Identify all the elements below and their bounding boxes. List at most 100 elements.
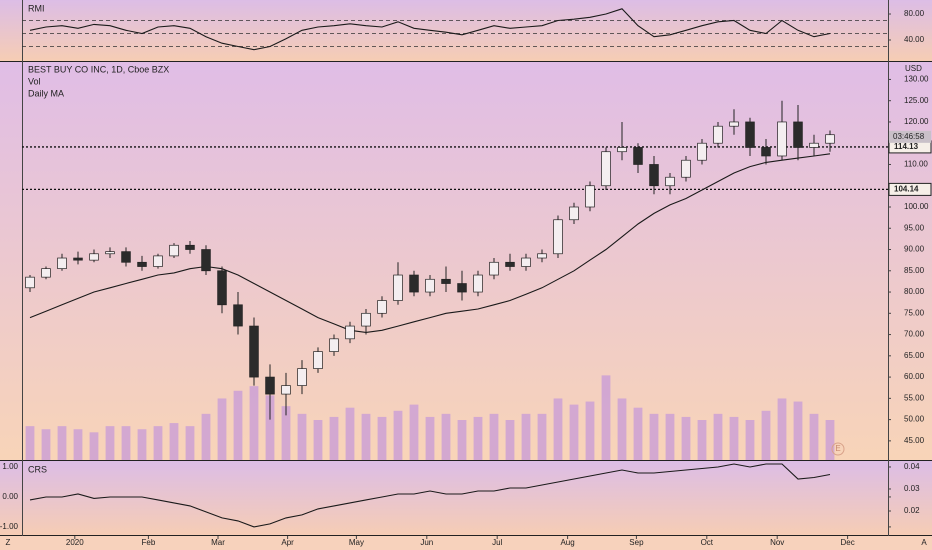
indicator-label: Daily MA <box>28 88 64 98</box>
pane-title: RMI <box>28 3 45 13</box>
crs-pane <box>0 461 932 536</box>
y-tick-label: 0.03 <box>904 484 920 493</box>
volume-bar <box>633 407 643 460</box>
volume-bar <box>73 429 83 460</box>
candle-body <box>89 253 99 261</box>
volume-bar <box>361 413 371 460</box>
volume-bar <box>89 432 99 460</box>
y-tick-label: 80.00 <box>904 287 925 296</box>
candle-body <box>713 125 723 144</box>
candle-body <box>457 283 467 293</box>
candle-body <box>617 147 627 153</box>
candle-body <box>585 185 595 208</box>
candle-body <box>169 244 179 257</box>
volume-bar <box>329 416 339 460</box>
volume-bar <box>473 416 483 460</box>
level-box <box>888 182 932 196</box>
indicator-line <box>29 8 831 51</box>
volume-bar <box>281 406 291 460</box>
volume-bar <box>393 410 403 460</box>
y-tick-label: 125.00 <box>904 96 929 105</box>
candle-body <box>153 255 163 267</box>
volume-bar <box>713 413 723 460</box>
volume-bar <box>569 404 579 460</box>
volume-bar <box>617 398 627 460</box>
level-label: 114.13 <box>894 142 919 151</box>
volume-bar <box>265 395 275 460</box>
volume-bar <box>457 420 467 460</box>
volume-bar <box>297 413 307 460</box>
candle-body <box>473 274 483 293</box>
x-tick-label: Jul <box>492 538 502 547</box>
candle-body <box>601 151 611 187</box>
y-tick-label: 0.00 <box>2 492 18 501</box>
y-tick-label: 110.00 <box>904 160 928 169</box>
y-tick-label: 1.00 <box>2 462 18 471</box>
volume-bar <box>681 416 691 460</box>
candle-body <box>745 121 755 148</box>
x-tick-label: Jun <box>420 538 433 547</box>
volume-bar <box>505 420 515 460</box>
y-tick-label: 0.02 <box>904 506 920 515</box>
y-tick-label: 40.00 <box>904 35 925 44</box>
x-tick-label: May <box>349 538 364 547</box>
candle-body <box>73 257 83 261</box>
candle-body <box>233 304 243 327</box>
x-tick-label: Oct <box>701 538 714 547</box>
x-tick-label: Apr <box>281 538 294 547</box>
volume-bar <box>169 423 179 460</box>
volume-bar <box>185 426 195 460</box>
x-tick-label: 2020 <box>66 538 84 547</box>
candle-body <box>553 219 563 255</box>
x-tick-label: Feb <box>142 538 156 547</box>
candle-body <box>105 251 115 255</box>
candle-body <box>201 249 211 272</box>
candle-body <box>185 244 195 250</box>
volume-bar <box>729 416 739 460</box>
y-tick-label: 50.00 <box>904 415 925 424</box>
volume-bar <box>233 390 243 460</box>
candle-body <box>729 121 739 127</box>
volume-bar <box>825 420 835 460</box>
candle-body <box>649 164 659 187</box>
volume-bar <box>41 429 51 460</box>
volume-bar <box>521 413 531 460</box>
candle-body <box>313 351 323 369</box>
volume-bar <box>441 413 451 460</box>
candle-body <box>441 278 451 284</box>
y-tick-label: 0.04 <box>904 462 920 471</box>
y-tick-label: 65.00 <box>904 351 925 360</box>
candle-body <box>265 376 275 395</box>
volume-bar <box>585 401 595 460</box>
indicator-line <box>29 463 831 528</box>
y-tick-label: -1.00 <box>0 522 19 531</box>
earnings-marker <box>831 442 845 456</box>
candle-body <box>137 261 147 267</box>
level-label: 104.14 <box>894 185 919 194</box>
volume-bar <box>649 413 659 460</box>
volume-bar <box>201 413 211 460</box>
candle-body <box>777 121 787 157</box>
volume-bar <box>121 426 131 460</box>
countdown-box <box>889 130 931 143</box>
candle-body <box>761 147 771 157</box>
volume-bar <box>761 410 771 460</box>
candle-body <box>281 385 291 395</box>
x-tick-label: Mar <box>211 538 225 547</box>
x-tick-label: Dec <box>840 538 854 547</box>
volume-bar <box>777 398 787 460</box>
rmi-pane <box>0 0 932 61</box>
volume-bar <box>217 398 227 460</box>
volume-bar <box>697 420 707 460</box>
pane-title: CRS <box>28 464 47 474</box>
pane-title: BEST BUY CO INC, 1D, Cboe BZX <box>28 64 169 74</box>
y-tick-label: 75.00 <box>904 308 925 317</box>
volume-bar <box>105 426 115 460</box>
candle-body <box>249 325 259 378</box>
candle-body <box>345 325 355 340</box>
candle-body <box>121 251 131 263</box>
candle-body <box>793 121 803 148</box>
volume-bar <box>745 420 755 460</box>
candle-body <box>825 134 835 144</box>
